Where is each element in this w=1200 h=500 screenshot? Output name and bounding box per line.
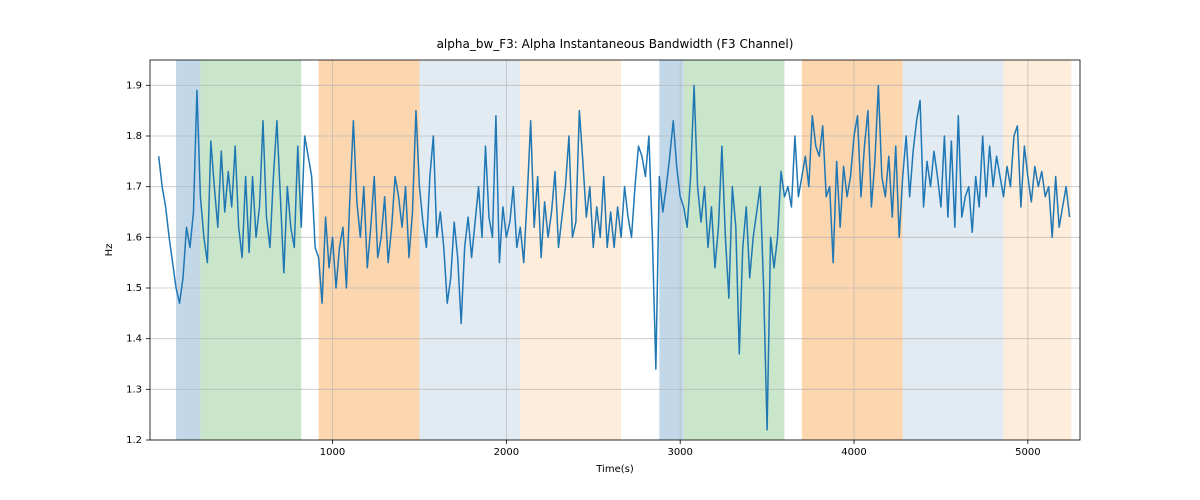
x-tick-label: 3000 bbox=[667, 447, 692, 458]
y-tick-label: 1.2 bbox=[126, 435, 142, 446]
y-tick-label: 1.9 bbox=[126, 80, 142, 91]
x-tick-label: 2000 bbox=[494, 447, 519, 458]
chart-title: alpha_bw_F3: Alpha Instantaneous Bandwid… bbox=[437, 37, 794, 51]
y-tick-label: 1.8 bbox=[126, 131, 142, 142]
x-tick-label: 4000 bbox=[841, 447, 866, 458]
x-tick-label: 5000 bbox=[1015, 447, 1040, 458]
y-tick-label: 1.5 bbox=[126, 283, 142, 294]
y-tick-label: 1.7 bbox=[126, 182, 142, 193]
x-axis-label: Time(s) bbox=[595, 464, 634, 475]
background-band bbox=[684, 60, 785, 440]
y-tick-label: 1.6 bbox=[126, 232, 142, 243]
y-axis-label: Hz bbox=[104, 244, 115, 257]
x-tick-label: 1000 bbox=[320, 447, 345, 458]
y-tick-label: 1.3 bbox=[126, 384, 142, 395]
background-band bbox=[1004, 60, 1072, 440]
background-band bbox=[520, 60, 621, 440]
background-band bbox=[200, 60, 301, 440]
background-band bbox=[802, 60, 903, 440]
background-band bbox=[419, 60, 520, 440]
chart-svg: 1000 2000 3000 4000 5000 1.2 1.3 1.4 1.5 1.6 1.7 1.… bbox=[0, 0, 1200, 500]
chart-container: 1000 2000 3000 4000 5000 1.2 1.3 1.4 1.5 1.6 1.7 1.… bbox=[0, 0, 1200, 500]
y-tick-label: 1.4 bbox=[126, 334, 142, 345]
